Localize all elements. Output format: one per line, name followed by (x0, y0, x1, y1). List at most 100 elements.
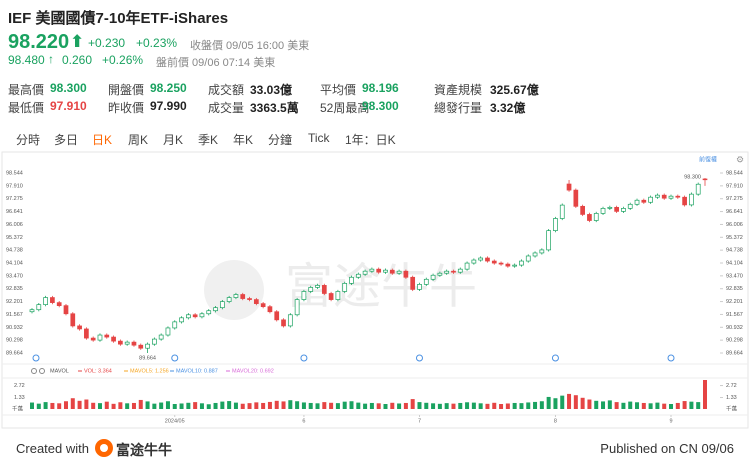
x-tick-label: 9 (669, 418, 672, 424)
y-tick-label: 97.910 (726, 183, 743, 189)
y-tick-label: 98.544 (726, 170, 743, 176)
volume-bar (315, 403, 320, 409)
stat-label: 最低價 (8, 101, 45, 115)
y-tick-label: 92.201 (6, 299, 23, 305)
vol-unit: 千萬 (12, 404, 24, 412)
candle-body (471, 259, 477, 264)
x-tick-label: 8 (554, 418, 557, 424)
name: 美國國債7-10年ETF-iShares (35, 10, 229, 27)
volume-bar (91, 402, 96, 409)
candle-body (423, 278, 429, 285)
y-tick-label: 92.201 (726, 299, 743, 305)
volume-bar (383, 404, 388, 409)
stat-label: 最高價 (8, 83, 45, 97)
candle-body (621, 208, 626, 212)
y-tick-label: 89.664 (726, 350, 743, 356)
stat-value: 98.300 (362, 99, 399, 113)
candle-body (546, 230, 551, 251)
y-tick-label: 94.104 (726, 260, 743, 266)
tab[interactable]: 分鐘 (268, 133, 293, 147)
candle-body (145, 343, 150, 349)
volume-bar (390, 402, 395, 409)
stat-value: 3363.5萬 (250, 101, 299, 115)
change: +0.230 (88, 36, 126, 50)
volume-bar (655, 402, 660, 409)
range-label[interactable]: 1年：日K (345, 133, 396, 147)
candle-body (84, 328, 89, 339)
candle-body (90, 337, 96, 341)
stat-value: 98.250 (150, 81, 187, 95)
volume-bar (465, 402, 470, 409)
volume-bar (696, 402, 701, 409)
adjust-tag[interactable] (697, 154, 719, 164)
candle-body (63, 305, 69, 315)
candle-body (233, 294, 239, 298)
title: IEF 美國國債7-10年ETF-iShares (8, 7, 228, 28)
candle-body (152, 338, 157, 345)
event-marker (32, 354, 40, 362)
volume-bar (471, 402, 476, 409)
settings-icon[interactable]: ⚙ (736, 154, 744, 164)
candle-body (369, 268, 375, 272)
pre-price: 98.480 (8, 53, 45, 67)
volume-bar (512, 402, 517, 409)
volume-bar (376, 403, 381, 409)
tab[interactable]: 年K (233, 133, 254, 147)
volume-bar (213, 402, 218, 409)
volume-bar (607, 400, 612, 409)
candle-body (580, 205, 585, 215)
candle-body (342, 283, 348, 292)
volume-bar (499, 404, 504, 409)
candle-body (308, 287, 314, 292)
volume-bar (97, 403, 102, 409)
candle-body (321, 285, 327, 294)
legend-item: VOL: 3.364 (84, 368, 112, 374)
tab[interactable]: 季K (198, 133, 219, 147)
volume-bar (57, 403, 62, 409)
volume-bar (641, 402, 646, 409)
vol-tick-label: 2.72 (726, 383, 737, 389)
candle-body (50, 297, 55, 303)
candle-body (668, 195, 674, 199)
tab[interactable]: 日K (92, 133, 113, 147)
candle-body (661, 194, 667, 199)
candle-body (498, 262, 504, 265)
candle-body (532, 252, 538, 257)
tab[interactable]: 分時 (16, 133, 41, 147)
volume-bar (247, 403, 252, 409)
y-tick-label: 91.567 (6, 312, 23, 318)
volume-bar (410, 399, 415, 409)
volume-bar (567, 393, 572, 409)
max-label: 98.300 (684, 174, 701, 180)
volume-bar (288, 400, 293, 409)
candle-body (389, 269, 395, 274)
tab[interactable]: Tick (308, 131, 330, 145)
candle-body (260, 303, 266, 308)
candle-body (158, 334, 164, 340)
stat-value: 98.300 (50, 81, 87, 95)
tab[interactable]: 周K (128, 133, 149, 147)
volume-bar (50, 402, 55, 409)
volume-bar (682, 401, 687, 409)
candle-body (165, 327, 171, 336)
pre-change-pct: +0.26% (102, 53, 144, 67)
volume-bar (281, 401, 286, 409)
min-label: 89.664 (139, 355, 156, 361)
close-note: 收盤價 09/05 16:00 美東 (190, 40, 310, 52)
tab[interactable]: 月K (163, 133, 184, 147)
adjust-label[interactable]: 前復權 (699, 156, 717, 164)
y-tick-label: 96.006 (726, 222, 743, 228)
candle-body (525, 255, 531, 262)
candle-body (403, 270, 409, 278)
tab[interactable]: 多日 (54, 133, 79, 147)
volume-bar (84, 399, 89, 409)
watermark-logo (204, 260, 264, 320)
volume-bar (342, 401, 347, 409)
volume-bar (444, 403, 449, 409)
candle-body (56, 302, 62, 306)
brand: 富途牛牛 (116, 442, 172, 458)
legend-item: MAVOL20: 0.692 (232, 368, 274, 374)
vol-tick-label: 1.33 (14, 395, 25, 401)
volume-bar (560, 395, 565, 409)
